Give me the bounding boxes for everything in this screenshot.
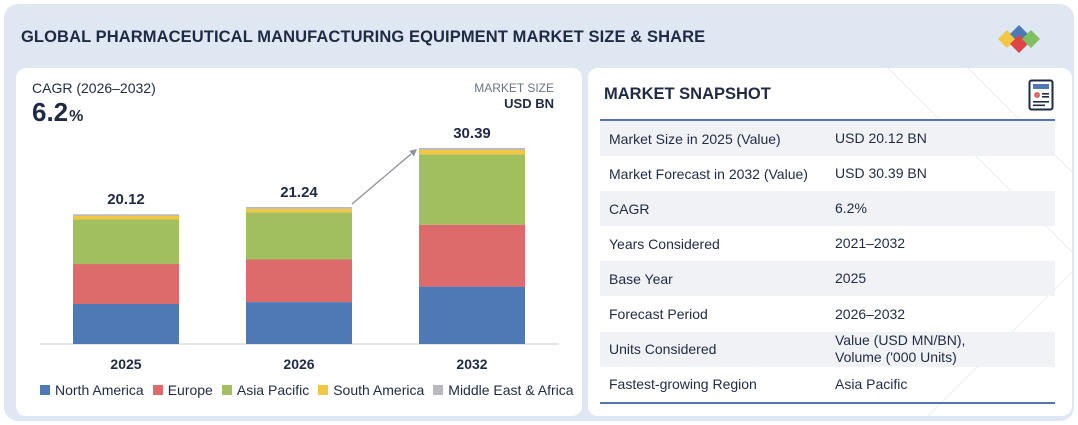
bar-segment-2025-middle-east-africa <box>73 214 179 216</box>
stacked-bar-chart: 20.12 2025 21.24 2026 30.39 2032 <box>40 125 559 372</box>
legend-item-europe: Europe <box>152 382 213 398</box>
bar-segment-2025-south-america <box>73 215 179 220</box>
bar-segment-2026-asia-pacific <box>246 212 352 260</box>
legend-label: North America <box>55 382 144 398</box>
cagr-number: 6.2 <box>32 97 69 127</box>
x-tick-label-2032: 2032 <box>456 356 487 372</box>
market-snapshot-card: MARKET SNAPSHOT Market Size in 2025 (Val… <box>588 68 1072 416</box>
bar-segment-2032-south-america <box>419 149 525 155</box>
bar-total-label-2025: 20.12 <box>107 191 145 208</box>
snapshot-row: Forecast Period 2026–2032 <box>600 296 1055 331</box>
legend-item-north-america: North America <box>40 382 144 398</box>
snapshot-row: Market Forecast in 2032 (Value) USD 30.39… <box>600 156 1055 191</box>
growth-arrow-line <box>351 153 412 205</box>
cagr-unit: % <box>69 108 84 125</box>
snapshot-key: Market Size in 2025 (Value) <box>609 130 781 147</box>
snapshot-bottom-rule <box>600 402 1055 404</box>
snapshot-row: Base Year 2025 <box>600 261 1055 297</box>
chart-card: CAGR (2026–2032) 6.2% MARKET SIZE USD BN… <box>16 68 582 416</box>
legend-item-asia-pacific: Asia Pacific <box>221 382 310 398</box>
legend-swatch <box>40 385 50 395</box>
snapshot-value: 2025 <box>835 270 867 287</box>
bar-total-label-2032: 30.39 <box>453 125 491 142</box>
legend-label: South America <box>333 382 425 398</box>
snapshot-value: 6.2% <box>835 200 867 217</box>
bar-segment-2025-asia-pacific <box>73 219 179 265</box>
bar-segment-2026-north-america <box>246 302 352 344</box>
snapshot-value: Value (USD MN/BN), Volume ('000 Units) <box>835 332 966 366</box>
growth-arrow-head <box>409 149 417 157</box>
snapshot-value: USD 30.39 BN <box>835 165 927 182</box>
bar-segment-2025-europe <box>73 264 179 305</box>
snapshot-value: USD 20.12 BN <box>835 130 927 147</box>
legend-swatch <box>433 385 444 395</box>
snapshot-key: Fastest-growing Region <box>609 376 757 393</box>
snapshot-row: Fastest-growing Region Asia Pacific <box>600 367 1055 402</box>
bar-segment-2032-asia-pacific <box>419 154 525 225</box>
bar-segment-2032-middle-east-africa <box>419 148 525 150</box>
bar-segment-2026-europe <box>246 259 352 303</box>
x-tick-label-2026: 2026 <box>283 356 314 372</box>
snapshot-title: MARKET SNAPSHOT <box>604 85 771 103</box>
legend-swatch <box>152 385 163 395</box>
page-title: GLOBAL PHARMACEUTICAL MANUFACTURING EQUI… <box>21 28 706 46</box>
bar-segment-2032-north-america <box>419 286 525 344</box>
bar-segment-2026-south-america <box>246 208 352 213</box>
snapshot-row: Years Considered 2021–2032 <box>600 226 1055 261</box>
legend-swatch <box>221 385 232 395</box>
snapshot-key: Market Forecast in 2032 (Value) <box>609 165 808 182</box>
legend-swatch <box>318 385 329 395</box>
market-size-unit: USD BN <box>504 96 554 111</box>
snapshot-value: 2021–2032 <box>835 235 906 252</box>
legend-label: Europe <box>167 382 213 398</box>
cagr-label: CAGR (2026–2032) <box>32 80 156 96</box>
legend-item-south-america: South America <box>318 382 424 398</box>
snapshot-table: Market Size in 2025 (Value) USD 20.12 BN M… <box>600 121 1055 402</box>
legend-label: Asia Pacific <box>236 382 310 398</box>
snapshot-key: Units Considered <box>609 341 717 358</box>
bar-segment-2026-middle-east-africa <box>246 207 352 209</box>
infographic-frame: GLOBAL PHARMACEUTICAL MANUFACTURING EQUI… <box>4 4 1074 421</box>
snapshot-key: Years Considered <box>609 235 720 252</box>
bar-segment-2025-north-america <box>73 304 179 344</box>
snapshot-value: 2026–2032 <box>835 305 906 322</box>
cagr-value: 6.2% <box>32 97 83 128</box>
legend-label: Middle East & Africa <box>448 382 574 398</box>
snapshot-key: Forecast Period <box>609 306 708 323</box>
chart-legend: North America Europe Asia Pacific South Ame… <box>40 382 574 398</box>
snapshot-divider <box>600 119 1055 121</box>
snapshot-row: CAGR 6.2% <box>600 191 1055 227</box>
market-size-label: MARKET SIZE <box>474 81 554 95</box>
legend-item-middle-east-africa: Middle East & Africa <box>433 382 574 398</box>
bar-total-label-2026: 21.24 <box>280 184 318 201</box>
snapshot-value: Asia Pacific <box>835 375 908 392</box>
x-tick-label-2025: 2025 <box>110 356 141 372</box>
report-icon <box>1028 79 1054 111</box>
snapshot-row: Units Considered Value (USD MN/BN), Volume… <box>600 331 1055 367</box>
diamond-cluster-logo <box>998 25 1040 53</box>
bar-segment-2032-europe <box>419 224 525 287</box>
snapshot-key: Base Year <box>609 270 673 287</box>
snapshot-row: Market Size in 2025 (Value) USD 20.12 BN <box>600 121 1055 157</box>
snapshot-key: CAGR <box>609 200 650 217</box>
